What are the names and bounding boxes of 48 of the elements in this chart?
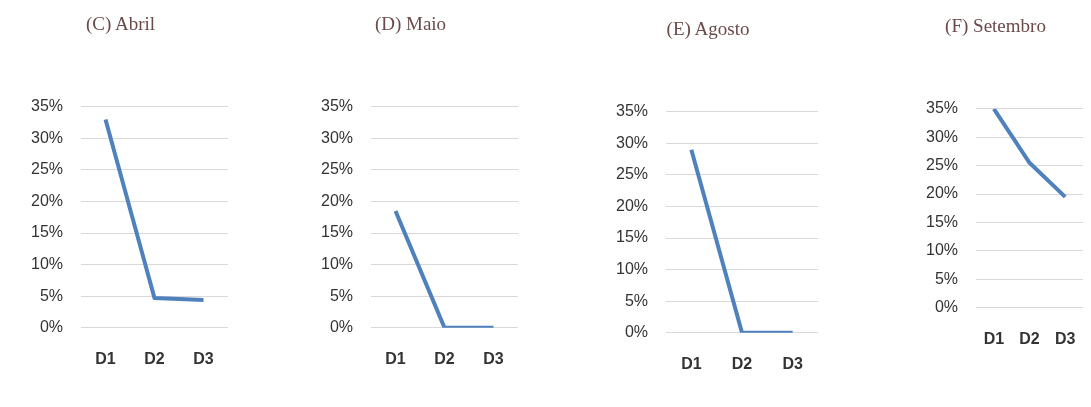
y-tick-label: 20% xyxy=(30,191,64,209)
y-tick-label: 15% xyxy=(30,223,64,241)
y-tick-label: 35% xyxy=(320,97,354,115)
y-tick-label: 20% xyxy=(615,196,649,214)
y-tick-label: 5% xyxy=(39,286,64,304)
chart-title: (C) Abril xyxy=(85,13,156,36)
x-tick-label: D3 xyxy=(1054,329,1076,347)
x-tick-label: D2 xyxy=(1019,329,1040,347)
y-tick-label: 35% xyxy=(925,99,959,117)
x-tick-label: D3 xyxy=(782,354,803,372)
y-tick-label: 5% xyxy=(934,269,959,287)
y-tick-label: 20% xyxy=(320,191,354,209)
y-tick-label: 35% xyxy=(615,102,649,120)
y-tick-label: 25% xyxy=(320,160,354,178)
chart-title: (E) Agosto xyxy=(666,18,750,41)
x-tick-label: D2 xyxy=(731,354,753,372)
x-tick-label: D3 xyxy=(483,349,504,367)
y-tick-label: 5% xyxy=(329,286,354,304)
x-tick-label: D1 xyxy=(681,354,702,372)
y-tick-label: 25% xyxy=(615,165,649,183)
y-tick-label: 30% xyxy=(615,133,649,151)
x-tick-label: D1 xyxy=(385,349,406,367)
y-tick-label: 35% xyxy=(30,97,64,115)
y-tick-label: 25% xyxy=(30,160,64,178)
y-tick-label: 10% xyxy=(30,255,64,273)
y-tick-label: 10% xyxy=(320,255,354,273)
y-tick-label: 30% xyxy=(925,127,959,145)
y-tick-label: 15% xyxy=(320,223,354,241)
y-tick-label: 10% xyxy=(615,260,649,278)
chart-title: (D) Maio xyxy=(374,13,447,36)
y-tick-label: 30% xyxy=(30,128,64,146)
y-tick-label: 0% xyxy=(624,323,649,341)
y-tick-label: 0% xyxy=(39,318,64,336)
x-tick-label: D1 xyxy=(95,349,116,367)
x-tick-label: D2 xyxy=(434,349,455,367)
y-tick-label: 25% xyxy=(925,156,959,174)
x-tick-label: D2 xyxy=(144,349,165,367)
y-tick-label: 0% xyxy=(329,318,354,336)
y-tick-label: 15% xyxy=(925,212,959,230)
chart-title: (F) Setembro xyxy=(945,15,1046,38)
y-tick-label: 30% xyxy=(320,128,354,146)
y-tick-label: 5% xyxy=(624,291,649,309)
y-tick-label: 10% xyxy=(925,241,959,259)
y-tick-label: 15% xyxy=(615,228,649,246)
x-tick-label: D1 xyxy=(983,329,1005,347)
y-tick-label: 0% xyxy=(934,298,959,316)
y-tick-label: 20% xyxy=(925,184,959,202)
x-tick-label: D3 xyxy=(193,349,214,367)
